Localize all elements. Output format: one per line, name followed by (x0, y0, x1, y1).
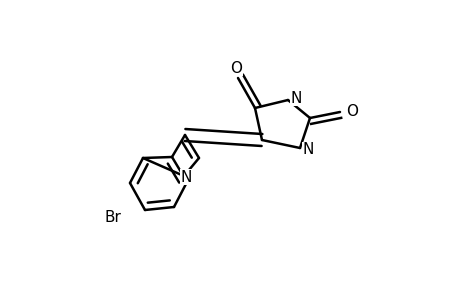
Text: Br: Br (105, 211, 122, 226)
Text: N: N (180, 169, 191, 184)
Text: N: N (302, 142, 313, 158)
Text: O: O (345, 104, 357, 119)
Text: O: O (230, 61, 241, 76)
Text: N: N (290, 91, 301, 106)
